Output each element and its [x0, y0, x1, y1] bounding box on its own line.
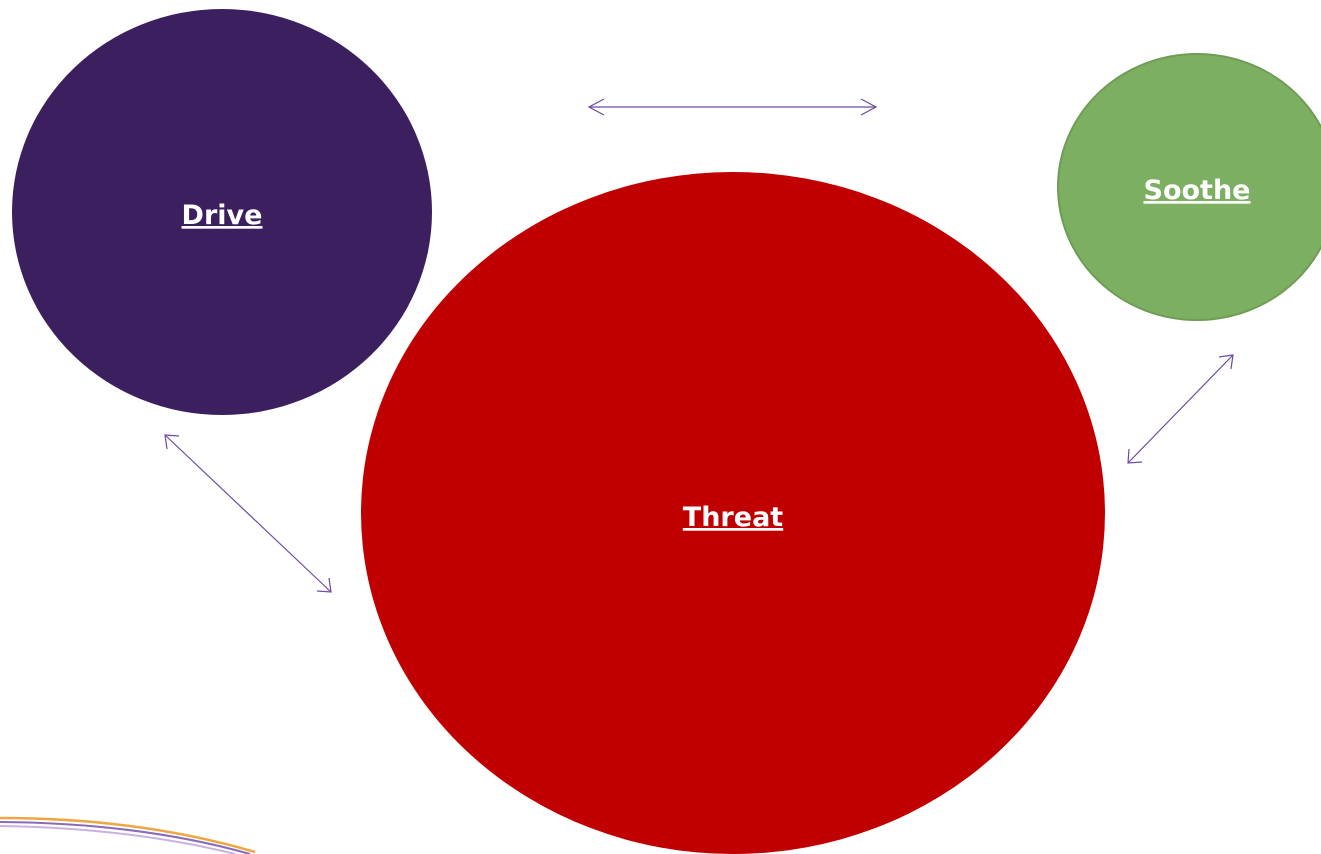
connector-threat-soothe: [1127, 354, 1234, 464]
soothe-label: Soothe: [1144, 175, 1251, 206]
threat-circle: [361, 172, 1105, 854]
drive-circle: [12, 9, 432, 415]
connector-drive-soothe: [587, 98, 878, 116]
drive-label: Drive: [182, 200, 263, 231]
connector-drive-threat: [164, 434, 332, 593]
swoosh-lilac: [0, 825, 236, 854]
threat-label: Threat: [683, 502, 783, 533]
swoosh-purple: [0, 821, 251, 854]
soothe-circle: [1057, 53, 1321, 321]
soothe-node[interactable]: Soothe: [1057, 53, 1321, 321]
drive-node[interactable]: Drive: [12, 9, 432, 415]
swoosh-orange: [0, 816, 256, 854]
threat-node[interactable]: Threat: [361, 172, 1105, 854]
corner-swoosh: [0, 816, 256, 854]
